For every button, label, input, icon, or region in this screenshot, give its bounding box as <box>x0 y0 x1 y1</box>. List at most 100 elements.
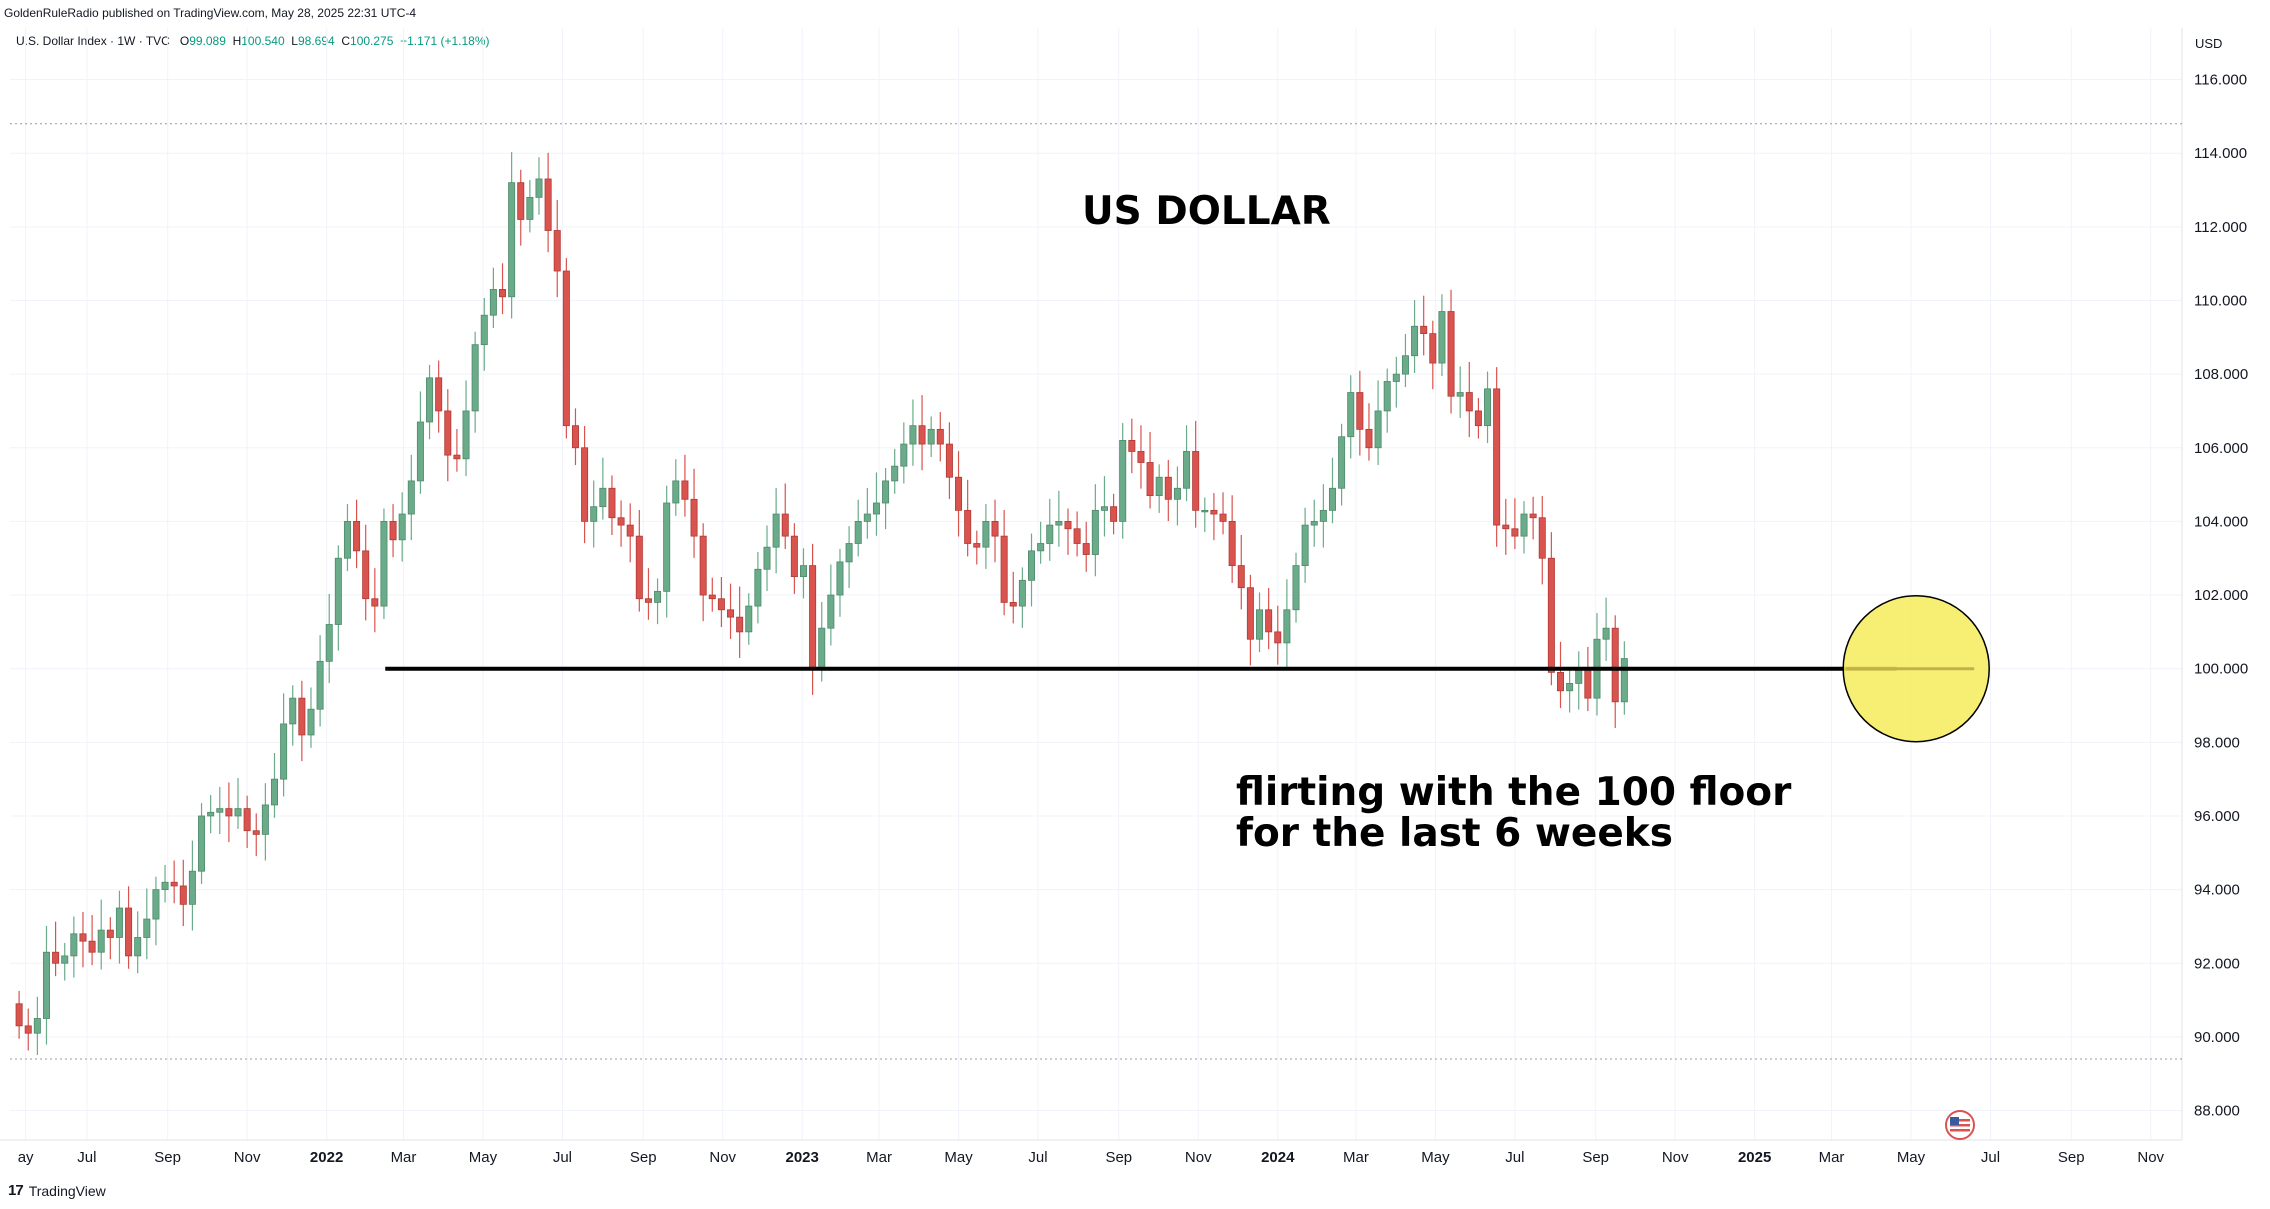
candle <box>1602 597 1610 661</box>
candle <box>343 504 351 572</box>
candle <box>1319 484 1327 548</box>
candle <box>809 543 817 695</box>
candle <box>644 568 652 620</box>
candle <box>955 451 963 537</box>
candle <box>334 545 342 651</box>
candles <box>15 152 1628 1055</box>
candle <box>927 416 935 457</box>
candle <box>590 480 598 548</box>
candle <box>134 911 142 974</box>
candle <box>1009 571 1017 624</box>
candle <box>1173 466 1181 526</box>
candle <box>626 503 634 563</box>
change-value: +1.171 (+1.18%) <box>400 34 490 48</box>
candle <box>198 803 206 885</box>
candle <box>1356 370 1364 456</box>
candle <box>1018 567 1026 628</box>
candle <box>289 685 297 746</box>
candle <box>380 508 388 619</box>
candle <box>1055 490 1063 547</box>
candle <box>535 157 543 215</box>
time-tick-label: 2023 <box>785 1149 818 1166</box>
candle <box>1091 484 1099 577</box>
candle <box>188 840 196 931</box>
candle <box>480 297 488 371</box>
candle <box>1082 521 1090 572</box>
candle <box>1611 615 1619 728</box>
price-axis[interactable]: 88.000 90.000 92.000 94.000 96.000 98.000 100.… <box>2194 72 2248 1120</box>
symbol-legend: U.S. Dollar Index · 1W · TVC O99.089 H10… <box>16 34 490 48</box>
candle <box>1119 423 1127 539</box>
time-tick-label: Sep <box>2058 1149 2085 1166</box>
candle <box>1283 579 1291 670</box>
currency-label[interactable]: USD <box>2195 36 2222 51</box>
candle <box>526 180 534 233</box>
candle <box>1246 574 1254 666</box>
low-value: 98.694 <box>297 34 335 48</box>
tradingview-logo-icon: 17 <box>8 1182 24 1199</box>
close-label: C <box>341 34 351 48</box>
time-tick-label: 2024 <box>1261 1149 1295 1166</box>
candle <box>891 448 899 494</box>
candle <box>97 899 105 970</box>
candle <box>1000 509 1008 616</box>
range-lines <box>10 123 2182 1060</box>
candle <box>617 500 625 547</box>
candle <box>1146 431 1154 509</box>
candle <box>316 635 324 727</box>
candle <box>690 468 698 558</box>
price-tick-label: 110.000 <box>2194 292 2247 309</box>
candle <box>1374 380 1382 466</box>
symbol-name[interactable]: U.S. Dollar Index · 1W · TVC <box>16 34 170 48</box>
time-tick-label: Sep <box>630 1149 657 1166</box>
time-tick-label: May <box>1897 1149 1926 1166</box>
us-flag-icon[interactable] <box>1945 1110 1975 1140</box>
time-tick-label: 2022 <box>310 1149 343 1166</box>
time-tick-label: Nov <box>1185 1149 1212 1166</box>
candle <box>125 886 133 969</box>
candle <box>407 454 415 541</box>
candle <box>1511 498 1519 550</box>
time-tick-label: Jul <box>1028 1149 1047 1166</box>
candle <box>1456 366 1464 418</box>
price-tick-label: 108.000 <box>2194 366 2248 383</box>
candle <box>1420 295 1428 356</box>
candle <box>1493 367 1501 547</box>
time-axis[interactable]: ay Jul Sep Nov 2022 Mar May Jul Sep Nov 2023 Mar May… <box>18 1149 2165 1166</box>
candle <box>1274 605 1282 665</box>
candle <box>854 499 862 557</box>
candle <box>1073 511 1081 557</box>
candle <box>1328 457 1336 524</box>
candle <box>900 422 908 484</box>
candle <box>1383 368 1391 433</box>
candle <box>1183 425 1191 502</box>
candle <box>1447 289 1455 414</box>
time-tick-label: Nov <box>709 1149 736 1166</box>
candle <box>42 926 50 1045</box>
candle <box>1620 641 1628 715</box>
candle <box>973 530 981 565</box>
candle <box>1219 492 1227 535</box>
price-tick-label: 112.000 <box>2194 219 2247 236</box>
candle <box>1401 333 1409 388</box>
time-tick-label: Jul <box>553 1149 572 1166</box>
candle <box>1128 418 1136 474</box>
candle <box>1137 425 1145 489</box>
candle <box>882 468 890 530</box>
candle <box>225 782 233 843</box>
high-label: H <box>232 34 242 48</box>
candle <box>1538 495 1546 585</box>
candle <box>1310 499 1318 547</box>
candle <box>1100 476 1108 537</box>
time-tick-label: Mar <box>391 1149 417 1166</box>
price-tick-label: 90.000 <box>2194 1029 2240 1046</box>
tradingview-footer[interactable]: 17 TradingView <box>8 1182 106 1199</box>
price-tick-label: 114.000 <box>2194 145 2247 162</box>
high-value: 100.540 <box>241 34 285 48</box>
candle <box>562 258 570 439</box>
candle <box>389 504 397 558</box>
candle <box>52 921 60 977</box>
price-tick-label: 104.000 <box>2194 513 2248 530</box>
candle <box>70 916 78 978</box>
